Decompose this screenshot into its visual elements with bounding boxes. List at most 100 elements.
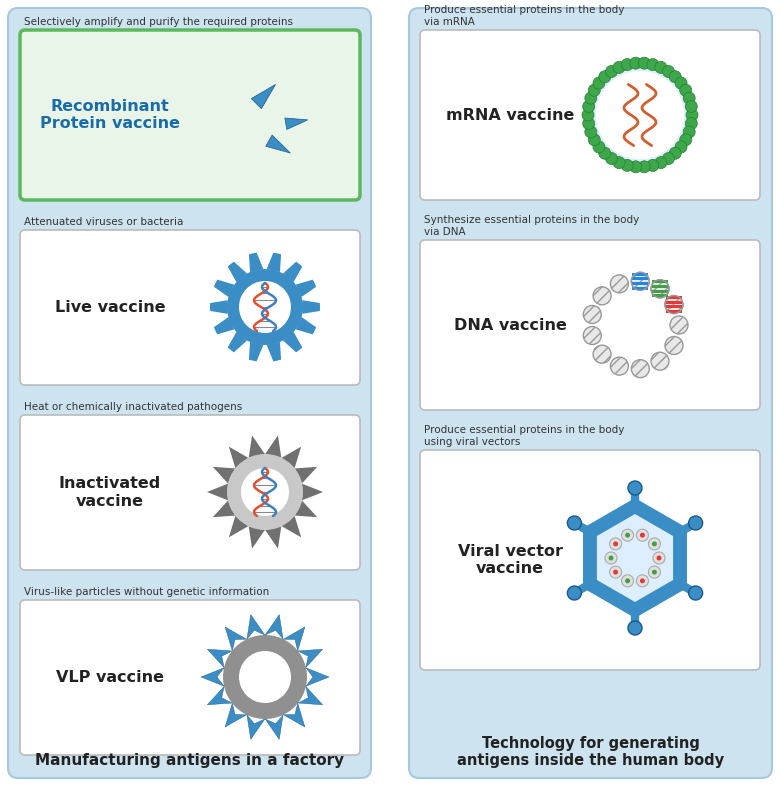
Circle shape <box>610 538 622 550</box>
Circle shape <box>655 61 667 73</box>
Circle shape <box>689 586 703 600</box>
Circle shape <box>621 159 633 171</box>
Polygon shape <box>249 526 265 548</box>
Text: Manufacturing antigens in a factory: Manufacturing antigens in a factory <box>35 753 344 768</box>
Circle shape <box>621 59 633 71</box>
FancyBboxPatch shape <box>20 30 360 200</box>
Polygon shape <box>266 135 290 153</box>
Circle shape <box>640 579 645 583</box>
Text: VLP vaccine: VLP vaccine <box>56 670 164 685</box>
Circle shape <box>679 84 692 96</box>
Circle shape <box>636 529 648 541</box>
Circle shape <box>608 556 614 560</box>
Polygon shape <box>214 317 234 334</box>
FancyBboxPatch shape <box>420 240 760 410</box>
Circle shape <box>636 575 648 587</box>
Circle shape <box>652 541 657 546</box>
Circle shape <box>631 272 649 291</box>
Circle shape <box>613 570 618 575</box>
Polygon shape <box>207 650 232 668</box>
Circle shape <box>611 357 629 375</box>
Circle shape <box>588 63 692 167</box>
Polygon shape <box>283 627 305 650</box>
Polygon shape <box>247 715 265 739</box>
Polygon shape <box>283 262 303 282</box>
Circle shape <box>593 77 605 89</box>
Polygon shape <box>296 317 316 334</box>
Polygon shape <box>267 342 281 361</box>
Circle shape <box>683 92 695 104</box>
Text: Produce essential proteins in the body
via mRNA: Produce essential proteins in the body v… <box>424 6 624 27</box>
Text: Virus-like particles without genetic information: Virus-like particles without genetic inf… <box>24 587 269 597</box>
Bar <box>633 287 648 290</box>
Circle shape <box>613 157 625 169</box>
Circle shape <box>605 552 617 564</box>
Polygon shape <box>247 615 265 639</box>
Circle shape <box>647 159 659 171</box>
Polygon shape <box>210 300 228 314</box>
Circle shape <box>629 57 642 69</box>
Polygon shape <box>225 704 246 727</box>
Circle shape <box>599 147 611 159</box>
Polygon shape <box>298 650 323 668</box>
Polygon shape <box>214 279 234 297</box>
Circle shape <box>648 566 661 578</box>
Bar <box>666 301 682 304</box>
Circle shape <box>593 345 611 363</box>
Circle shape <box>582 109 594 121</box>
Circle shape <box>675 141 687 153</box>
Polygon shape <box>249 342 264 361</box>
Polygon shape <box>229 516 248 537</box>
Text: Synthesize essential proteins in the body
via DNA: Synthesize essential proteins in the bod… <box>424 216 640 237</box>
Circle shape <box>665 295 683 314</box>
Polygon shape <box>251 84 275 109</box>
Circle shape <box>679 134 692 146</box>
Text: Produce essential proteins in the body
using viral vectors: Produce essential proteins in the body u… <box>424 425 624 447</box>
Circle shape <box>613 61 625 73</box>
Circle shape <box>670 316 688 334</box>
Text: Recombinant
Protein vaccine: Recombinant Protein vaccine <box>40 99 180 131</box>
Circle shape <box>638 57 651 69</box>
Circle shape <box>689 516 703 530</box>
Circle shape <box>583 118 594 130</box>
Bar <box>633 273 648 276</box>
Polygon shape <box>213 466 236 483</box>
Circle shape <box>662 153 675 165</box>
Text: Technology for generating
antigens inside the human body: Technology for generating antigens insid… <box>457 736 724 768</box>
Circle shape <box>593 141 605 153</box>
Polygon shape <box>249 435 265 458</box>
Polygon shape <box>283 332 303 353</box>
Text: mRNA vaccine: mRNA vaccine <box>446 107 574 123</box>
FancyBboxPatch shape <box>20 415 360 570</box>
FancyBboxPatch shape <box>420 450 760 670</box>
Circle shape <box>683 126 695 138</box>
Polygon shape <box>207 686 232 704</box>
Circle shape <box>613 541 618 546</box>
Text: Heat or chemically inactivated pathogens: Heat or chemically inactivated pathogens <box>24 402 243 412</box>
Circle shape <box>640 533 645 537</box>
Circle shape <box>657 556 661 560</box>
Text: Inactivated
vaccine: Inactivated vaccine <box>58 476 161 509</box>
Circle shape <box>628 481 642 495</box>
FancyBboxPatch shape <box>420 30 760 200</box>
Polygon shape <box>306 668 329 686</box>
Text: Viral vector
vaccine: Viral vector vaccine <box>458 544 562 576</box>
Polygon shape <box>295 466 317 483</box>
Circle shape <box>686 118 697 130</box>
Polygon shape <box>228 332 247 353</box>
Polygon shape <box>265 526 282 548</box>
Circle shape <box>662 65 675 77</box>
Bar <box>633 282 648 285</box>
Circle shape <box>638 161 651 173</box>
Circle shape <box>625 533 630 537</box>
Polygon shape <box>295 501 317 517</box>
Circle shape <box>610 566 622 578</box>
Circle shape <box>588 134 601 146</box>
Circle shape <box>647 59 659 71</box>
Circle shape <box>585 126 597 138</box>
Circle shape <box>622 575 633 587</box>
Polygon shape <box>229 447 248 468</box>
Circle shape <box>669 71 681 83</box>
Polygon shape <box>201 668 224 686</box>
Circle shape <box>605 153 618 165</box>
